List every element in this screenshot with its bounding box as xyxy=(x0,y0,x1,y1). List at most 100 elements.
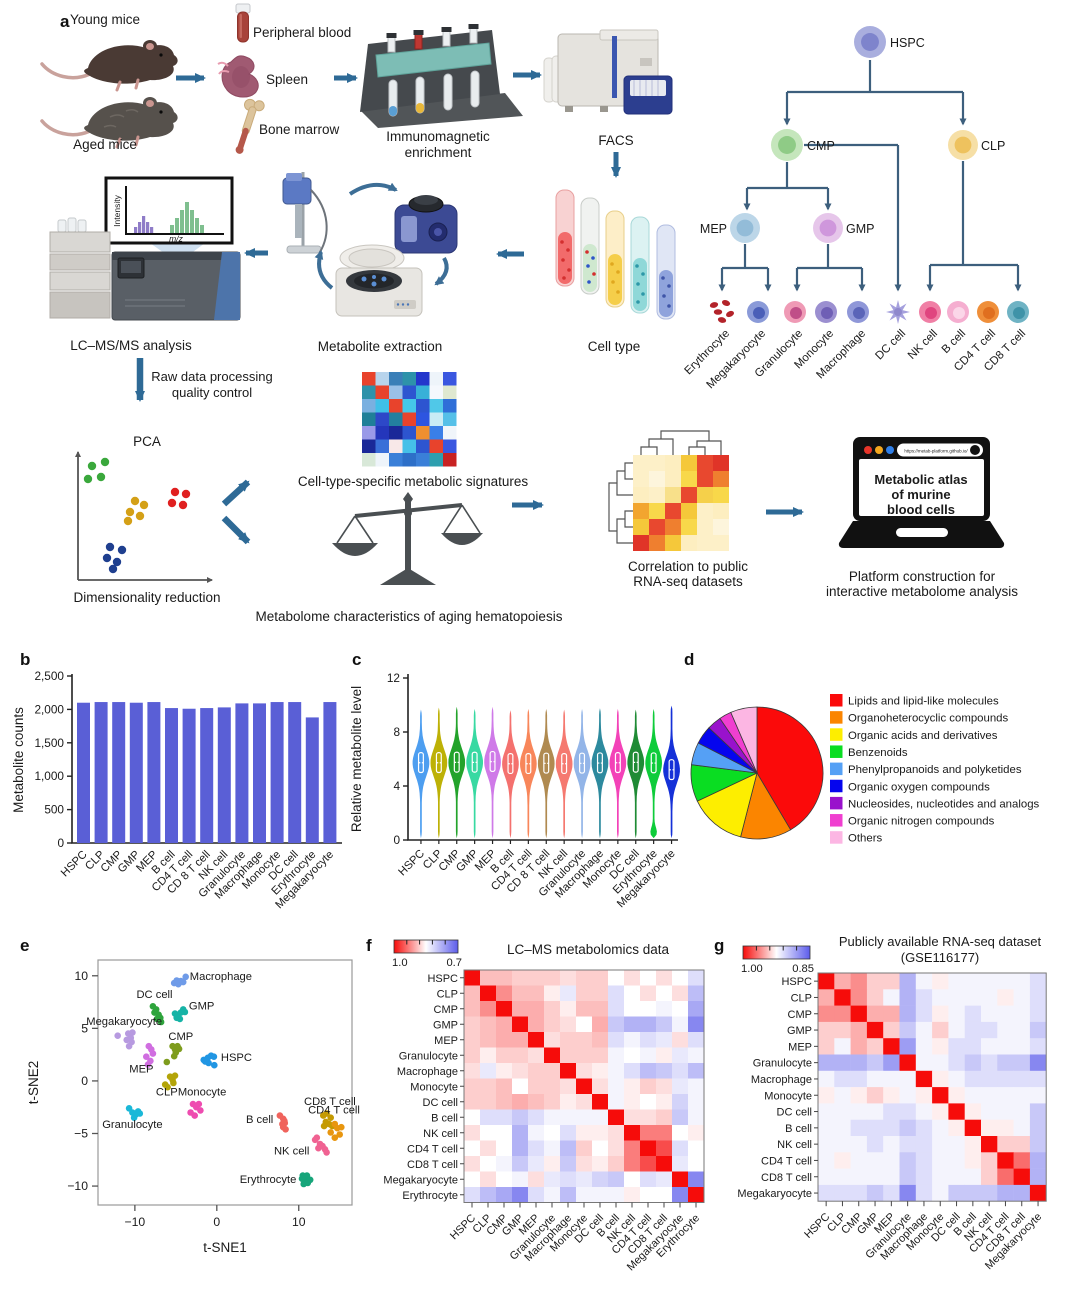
heatmap-cell xyxy=(464,1171,481,1188)
heatmap-cell xyxy=(544,970,561,986)
heatmap-title-line2: (GSE116177) xyxy=(901,950,980,965)
signature-cell xyxy=(389,385,403,399)
heatmap-cell xyxy=(640,1187,657,1203)
heatmap-cell xyxy=(948,973,965,990)
violin-box xyxy=(417,752,424,774)
mouse-body xyxy=(84,102,178,141)
mouse-legs xyxy=(115,135,140,149)
violin xyxy=(609,709,627,838)
raw-data-label-2: quality control xyxy=(172,385,252,400)
heatmap-cell xyxy=(544,1109,561,1126)
violin xyxy=(663,705,680,838)
panel-tag-a: a xyxy=(60,12,70,31)
heatmap-cell xyxy=(560,1187,577,1203)
tree-node-label: CMP xyxy=(807,139,835,153)
heatmap-cell xyxy=(899,1136,917,1153)
heatmap-cell xyxy=(883,1152,900,1169)
heatmap-cell xyxy=(624,1078,641,1095)
leaf-megakaryocyte xyxy=(747,301,769,323)
heatmap-cell xyxy=(464,1001,481,1017)
heatmap-cell xyxy=(1013,1136,1031,1153)
legend-label: Organic acids and derivatives xyxy=(848,730,998,742)
correlation-cell xyxy=(633,503,649,519)
scatter-point xyxy=(327,1129,335,1136)
heatmap-cell xyxy=(672,1016,689,1033)
correlation-cell xyxy=(713,535,729,551)
violin xyxy=(502,710,519,838)
centrifuge-icon xyxy=(335,244,423,317)
heatmap-cell xyxy=(850,1136,868,1153)
panel-tag-g: g xyxy=(714,936,725,955)
signature-cell xyxy=(402,385,416,399)
heatmap-cell xyxy=(608,1125,625,1141)
heatmap-cell xyxy=(576,970,593,986)
heatmap-cell xyxy=(818,1087,835,1104)
heatmap-cell xyxy=(866,1005,884,1023)
heatmap-cell xyxy=(932,1152,949,1169)
legend-swatch xyxy=(830,711,843,724)
row-label: DC cell xyxy=(423,1097,458,1109)
signature-cell xyxy=(402,453,416,467)
scatter-point xyxy=(327,1114,335,1121)
cluster-label: NK cell xyxy=(274,1146,309,1158)
heatmap-cell xyxy=(592,1156,609,1172)
heatmap-cell xyxy=(592,1140,609,1157)
row-label: MEP xyxy=(788,1041,812,1053)
scatter-point xyxy=(149,1050,157,1057)
signature-cell xyxy=(389,412,403,426)
heatmap-cell xyxy=(883,1136,900,1153)
row-label: HSPC xyxy=(427,973,458,985)
heatmap-cell xyxy=(560,1094,577,1110)
correlation-cell xyxy=(697,471,713,487)
row-label: CD8 T cell xyxy=(761,1172,812,1184)
heatmap-cell xyxy=(932,1070,949,1088)
row-label: B cell xyxy=(431,1112,458,1124)
scatter-point xyxy=(282,1126,289,1133)
scatter-point xyxy=(125,1042,133,1050)
panel-tag-d: d xyxy=(684,650,695,669)
heatmap-cell xyxy=(883,989,900,1006)
row-label: Megakaryocyte xyxy=(383,1174,458,1186)
scatter-point xyxy=(179,978,187,986)
leaf-cd8-t-cell xyxy=(1007,301,1029,323)
heatmap-cell xyxy=(981,1119,998,1137)
scatter-point xyxy=(157,1014,164,1022)
heatmap-cell xyxy=(997,1087,1014,1104)
signature-cell xyxy=(416,385,430,399)
signature-cell xyxy=(362,439,376,453)
correlation-cell xyxy=(633,471,649,487)
signature-cell xyxy=(429,453,443,467)
heatmap-cell xyxy=(964,1005,982,1023)
heatmap-cell xyxy=(1029,1087,1047,1104)
correlation-cell xyxy=(697,519,713,535)
heatmap-cell xyxy=(915,1119,933,1137)
heatmap-cell xyxy=(899,1021,917,1039)
signature-cell xyxy=(416,372,430,386)
spectrum-peaks-green xyxy=(170,202,204,233)
cluster-label: Granulocyte xyxy=(102,1119,162,1131)
scatter-point xyxy=(129,1029,136,1036)
heatmap-cell xyxy=(496,1001,513,1017)
heatmap-cell xyxy=(576,1047,593,1064)
cluster-clp: CLP xyxy=(156,1072,179,1099)
heatmap-cell xyxy=(1013,1152,1031,1169)
heatmap-cell xyxy=(818,1103,835,1120)
row-label: B cell xyxy=(785,1123,812,1135)
browser-dot-red xyxy=(864,446,872,454)
heatmap-cell xyxy=(834,1021,851,1039)
heatmap-cell xyxy=(464,1109,481,1126)
heatmap-cell xyxy=(496,1171,513,1188)
signature-cell xyxy=(375,412,389,426)
signature-cell xyxy=(375,372,389,386)
signature-cell xyxy=(375,426,389,440)
signature-cell xyxy=(375,453,389,467)
legend-swatch xyxy=(830,796,843,810)
bar xyxy=(253,703,266,843)
browser-url-bar[interactable] xyxy=(897,443,983,457)
heatmap-cell xyxy=(866,1184,884,1202)
heatmap-cell xyxy=(624,985,641,1002)
heatmap-cell xyxy=(997,1070,1014,1088)
legend-label: Nucleosides, nucleotides and analogs xyxy=(848,798,1040,810)
heatmap-cell xyxy=(1029,1168,1047,1186)
signature-cell xyxy=(375,439,389,453)
